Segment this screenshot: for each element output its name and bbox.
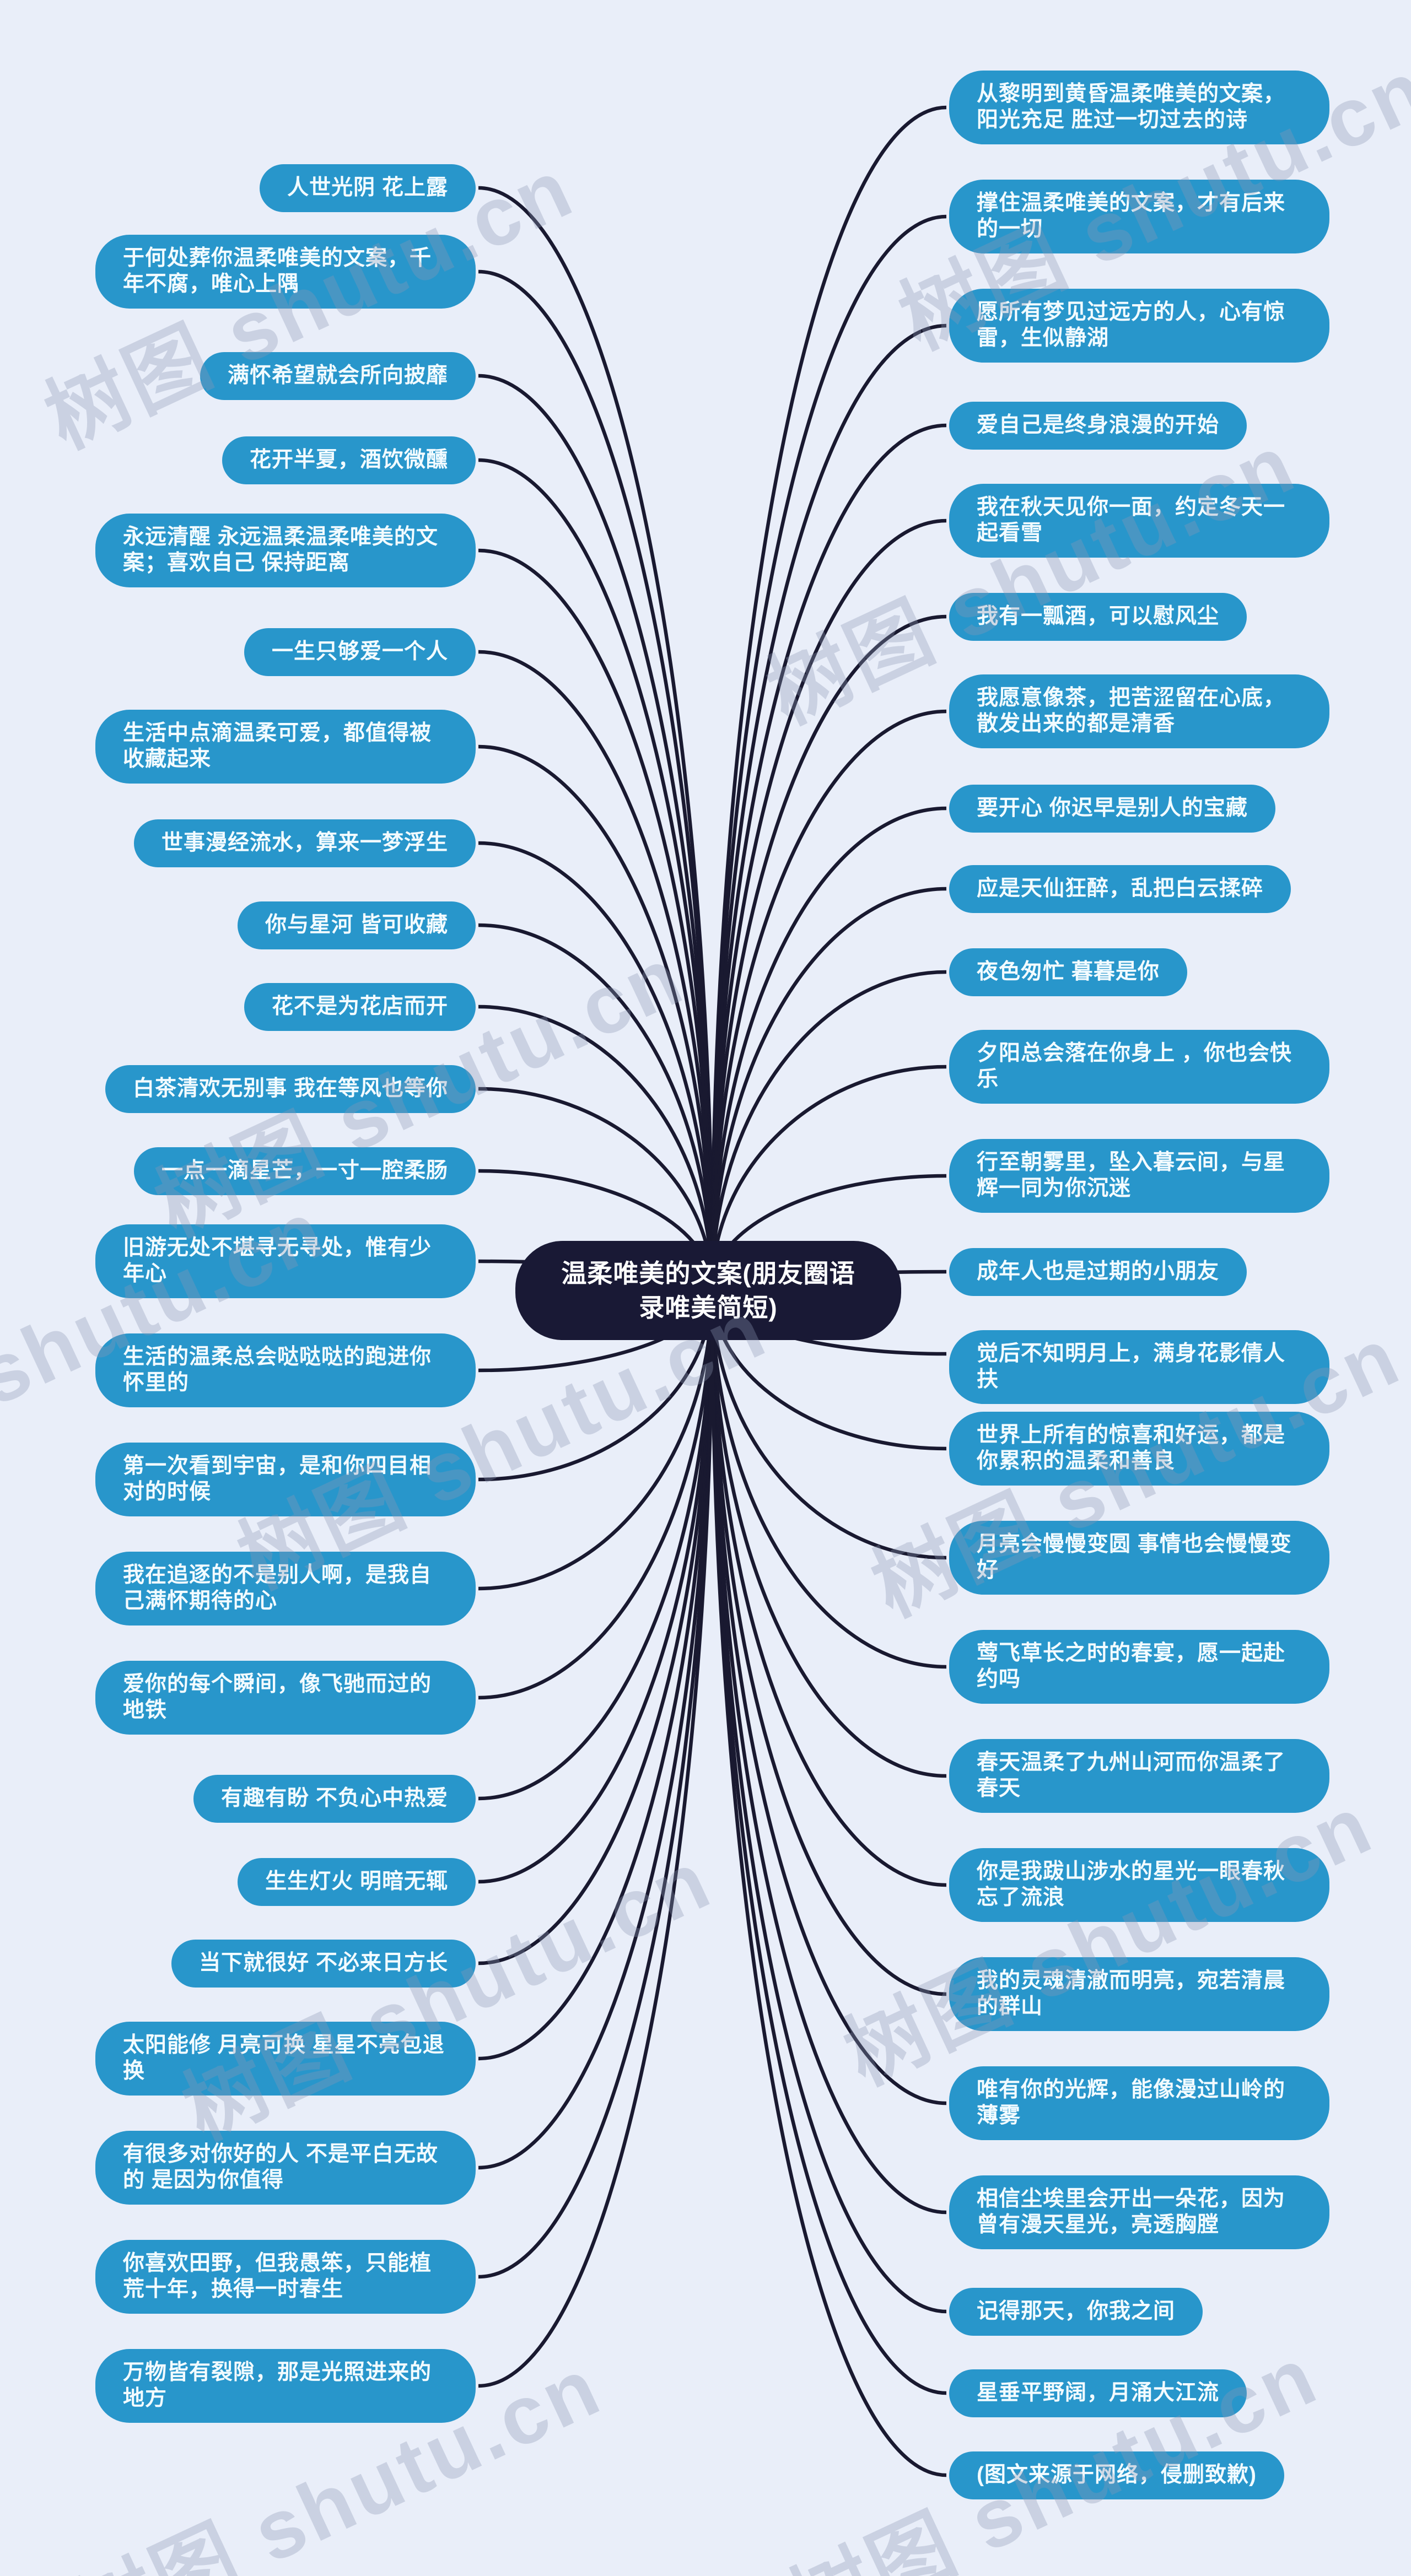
mindmap-node-left-3[interactable]: 满怀希望就会所向披靡 (200, 352, 476, 400)
link-curve (478, 923, 714, 1289)
mindmap-node-left-4[interactable]: 花开半夏，酒饮微醺 (222, 436, 476, 484)
link-curve (710, 423, 947, 1289)
mindmap-node-right-20[interactable]: 我的灵魂清澈而明亮，宛若清晨的群山 (949, 1957, 1329, 2031)
mindmap-node-right-7[interactable]: 我愿意像茶，把苦涩留在心底，散发出来的都是清香 (949, 674, 1329, 748)
mindmap-node-left-15[interactable]: 第一次看到宇宙，是和你四目相对的时候 (95, 1443, 476, 1516)
mindmap-node-right-24[interactable]: 星垂平野阔，月涌大江流 (949, 2369, 1247, 2417)
mindmap-node-right-2[interactable]: 撑住温柔唯美的文案，才有后来的一切 (949, 180, 1329, 253)
mindmap-node-left-6[interactable]: 一生只够爱一个人 (244, 628, 476, 676)
mindmap-node-left-17[interactable]: 爱你的每个瞬间，像飞驰而过的地铁 (95, 1661, 476, 1735)
link-curve (710, 1288, 947, 1778)
mindmap-node-right-10[interactable]: 夜色匆忙 暮暮是你 (949, 948, 1187, 996)
link-curve (710, 1288, 947, 1887)
link-curve (710, 519, 947, 1289)
link-curve (478, 1288, 714, 2061)
mindmap-node-right-23[interactable]: 记得那天，你我之间 (949, 2288, 1203, 2336)
mindmap-node-left-20[interactable]: 当下就很好 不必来日方长 (171, 1940, 476, 1988)
mindmap-node-right-14[interactable]: 觉后不知明月上，满身花影倩人扶 (949, 1330, 1329, 1404)
mindmap-node-left-22[interactable]: 有很多对你好的人 不是平白无故的 是因为你值得 (95, 2131, 476, 2205)
mindmap-node-left-8[interactable]: 世事漫经流水，算来一梦浮生 (133, 819, 476, 867)
link-curve (710, 1288, 947, 1669)
mindmap-node-right-9[interactable]: 应是天仙狂醉，乱把白云揉碎 (949, 865, 1291, 913)
mindmap-node-left-13[interactable]: 旧游无处不堪寻无寻处，惟有少年心 (95, 1224, 476, 1298)
mindmap-node-left-12[interactable]: 一点一滴星芒，一寸一腔柔肠 (133, 1147, 476, 1195)
mindmap-root-node[interactable]: 温柔唯美的文案(朋友圈语录唯美简短) (515, 1241, 901, 1341)
mindmap-node-left-14[interactable]: 生活的温柔总会哒哒哒的跑进你怀里的 (95, 1333, 476, 1407)
mindmap-node-left-24[interactable]: 万物皆有裂隙，那是光照进来的地方 (95, 2349, 476, 2423)
mindmap-node-left-2[interactable]: 于何处葬你温柔唯美的文案，千年不腐，唯心上隅 (95, 235, 476, 309)
link-curve (710, 1288, 947, 2105)
mindmap-node-right-18[interactable]: 春天温柔了九州山河而你温柔了春天 (949, 1739, 1329, 1813)
mindmap-node-right-13[interactable]: 成年人也是过期的小朋友 (949, 1248, 1247, 1296)
link-curve (710, 806, 947, 1289)
mindmap-node-left-10[interactable]: 花不是为花店而开 (244, 983, 476, 1031)
link-curve (478, 650, 714, 1289)
link-curve (478, 1288, 714, 1801)
link-curve (710, 887, 947, 1289)
mindmap-node-left-5[interactable]: 永远清醒 永远温柔温柔唯美的文案；喜欢自己 保持距离 (95, 514, 476, 587)
link-curve (710, 1288, 947, 2395)
mindmap-node-left-23[interactable]: 你喜欢田野，但我愚笨，只能植荒十年，换得一时春生 (95, 2240, 476, 2314)
link-curve (478, 458, 714, 1289)
link-curve (478, 1288, 714, 1700)
mindmap-node-left-9[interactable]: 你与星河 皆可收藏 (238, 901, 476, 949)
link-curve (710, 1288, 947, 1560)
link-curve (478, 548, 714, 1289)
mindmap-node-left-1[interactable]: 人世光阴 花上露 (260, 164, 476, 212)
link-curve (710, 709, 947, 1289)
mindmap-node-right-8[interactable]: 要开心 你迟早是别人的宝藏 (949, 785, 1275, 833)
mindmap-node-left-7[interactable]: 生活中点滴温柔可爱，都值得被收藏起来 (95, 710, 476, 784)
mindmap-node-right-25[interactable]: (图文来源于网络，侵删致歉) (949, 2451, 1284, 2499)
mindmap-node-right-19[interactable]: 你是我跋山涉水的星光一眼春秋忘了流浪 (949, 1848, 1329, 1922)
mindmap-node-right-1[interactable]: 从黎明到黄昏温柔唯美的文案，阳光充足 胜过一切过去的诗 (949, 71, 1329, 144)
link-curve (710, 1288, 947, 1996)
link-curve (478, 744, 714, 1289)
mindmap-node-left-19[interactable]: 生生灯火 明暗无辄 (238, 1858, 476, 1906)
mindmap-node-right-22[interactable]: 相信尘埃里会开出一朵花，因为曾有漫天星光，亮透胸膛 (949, 2175, 1329, 2249)
link-curve (710, 1065, 947, 1289)
link-curve (478, 841, 714, 1289)
mindmap-node-left-11[interactable]: 白茶清欢无别事 我在等风也等你 (105, 1065, 476, 1113)
link-curve (710, 214, 947, 1289)
mindmap-node-right-17[interactable]: 莺飞草长之时的春宴，愿一起赴约吗 (949, 1630, 1329, 1704)
mindmap-node-right-3[interactable]: 愿所有梦见过远方的人，心有惊雷，生似静湖 (949, 289, 1329, 363)
mindmap-node-right-6[interactable]: 我有一瓢酒，可以慰风尘 (949, 593, 1247, 641)
mindmap-node-right-21[interactable]: 唯有你的光辉，能像漫过山岭的薄雾 (949, 2066, 1329, 2140)
link-curve (710, 1288, 947, 2477)
link-curve (478, 269, 714, 1289)
mindmap-node-right-12[interactable]: 行至朝雾里，坠入暮云间，与星辉一同为你沉迷 (949, 1139, 1329, 1213)
link-curve (478, 1288, 714, 2388)
link-curve (710, 970, 947, 1289)
mindmap-node-right-4[interactable]: 爱自己是终身浪漫的开始 (949, 402, 1247, 450)
link-curve (478, 1288, 714, 2279)
link-curve (710, 614, 947, 1289)
mindmap-node-left-16[interactable]: 我在追逐的不是别人啊，是我自己满怀期待的心 (95, 1552, 476, 1625)
mindmap-node-right-15[interactable]: 世界上所有的惊喜和好运，都是你累积的温柔和善良 (949, 1412, 1329, 1486)
link-curve (478, 374, 714, 1289)
link-curve (478, 1288, 714, 1591)
mindmap-node-left-18[interactable]: 有趣有盼 不负心中热爱 (193, 1775, 476, 1823)
link-curve (710, 105, 947, 1289)
link-curve (710, 1288, 947, 2314)
mindmap-node-right-5[interactable]: 我在秋天见你一面，约定冬天一起看雪 (949, 484, 1329, 558)
mindmap-node-right-11[interactable]: 夕阳总会落在你身上 ，你也会快乐 (949, 1030, 1329, 1104)
mindmap-node-right-16[interactable]: 月亮会慢慢变圆 事情也会慢慢变好 (949, 1521, 1329, 1595)
link-curve (478, 1005, 714, 1289)
mindmap-node-left-21[interactable]: 太阳能修 月亮可换 星星不亮包退换 (95, 2022, 476, 2096)
link-curve (710, 323, 947, 1289)
